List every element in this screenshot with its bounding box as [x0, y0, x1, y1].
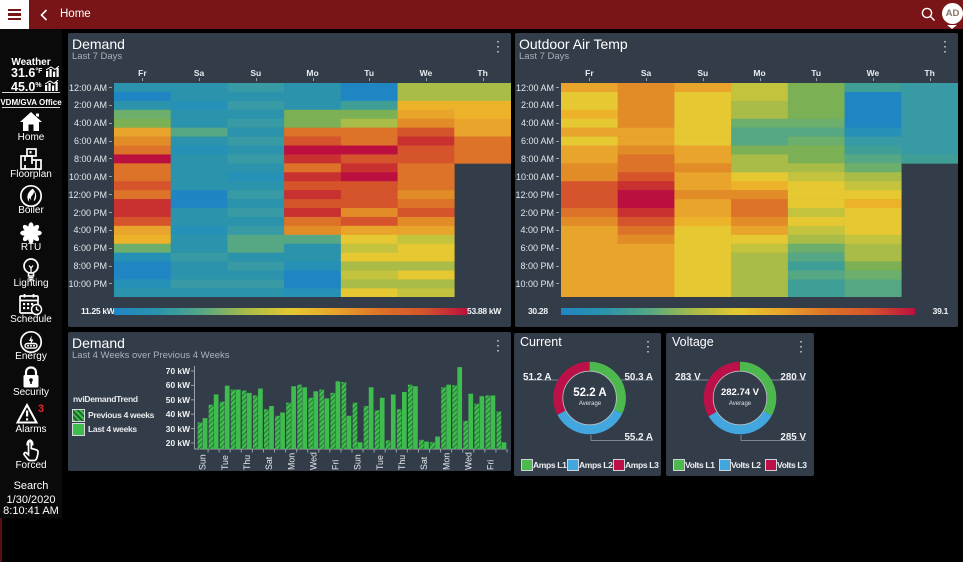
svg-text:Mon: Mon: [286, 453, 296, 470]
svg-text:Thu: Thu: [397, 455, 407, 470]
svg-text:Sat: Sat: [419, 456, 429, 470]
svg-text:Wed: Wed: [463, 452, 473, 470]
svg-text:Mon: Mon: [441, 453, 451, 470]
svg-text:Sun: Sun: [353, 454, 363, 470]
svg-text:Fri: Fri: [486, 460, 496, 470]
svg-text:Tue: Tue: [220, 455, 230, 470]
svg-text:Tue: Tue: [375, 455, 385, 470]
svg-text:Thu: Thu: [242, 455, 252, 470]
svg-text:Fri: Fri: [331, 460, 341, 470]
svg-text:Sun: Sun: [198, 454, 208, 470]
svg-text:Sat: Sat: [264, 456, 274, 470]
svg-text:3: 3: [38, 403, 44, 415]
svg-text:Wed: Wed: [308, 452, 318, 470]
